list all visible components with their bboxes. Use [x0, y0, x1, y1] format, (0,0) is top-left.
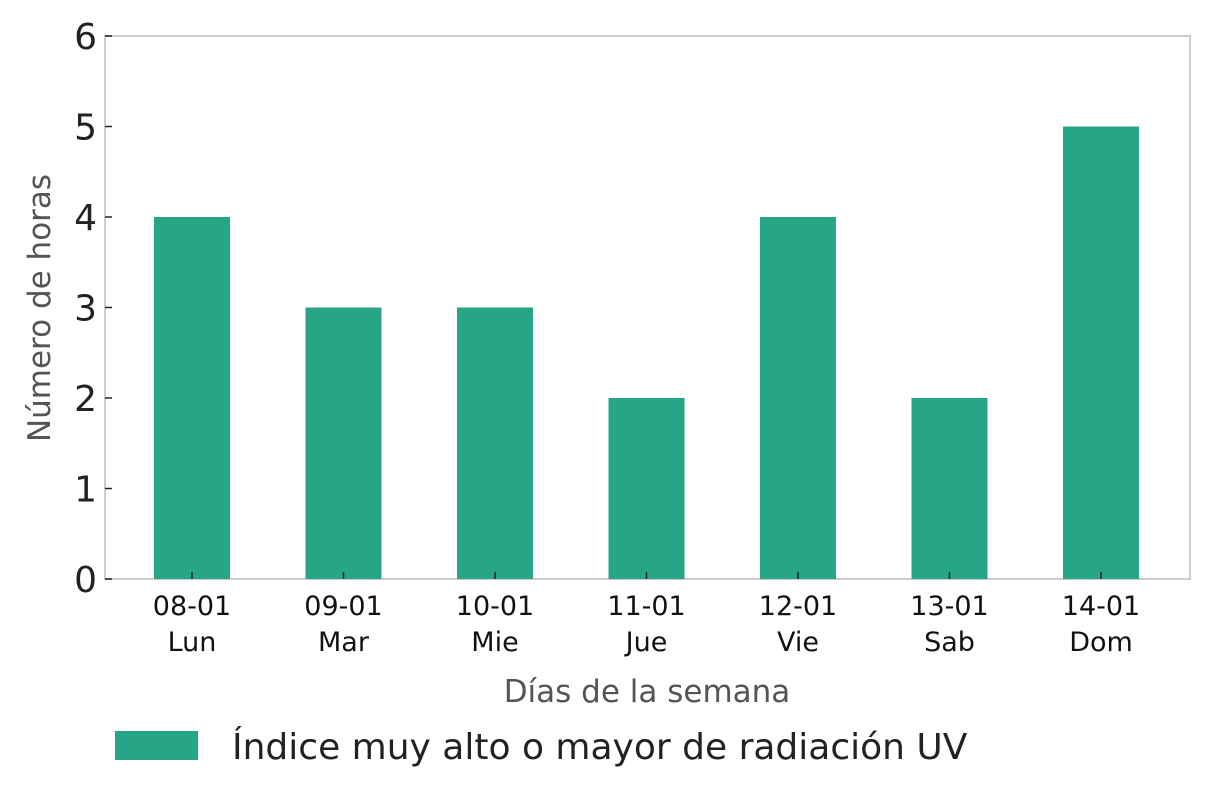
- legend-label: Índice muy alto o mayor de radiación UV: [232, 726, 968, 768]
- x-tick-label-date: 10-01: [456, 591, 534, 622]
- x-axis: 08-01 Lun 09-01 Mar 10-01 Mie 11-01 Jue 12-01 Vie…: [153, 572, 1140, 658]
- x-tick-label-day: Lun: [168, 627, 217, 658]
- x-tick-label-date: 11-01: [607, 591, 685, 622]
- x-tick-label-date: 09-01: [304, 591, 382, 622]
- x-tick-label-date: 13-01: [910, 591, 988, 622]
- x-tick-label-day: Sab: [924, 627, 975, 658]
- x-tick-label-date: 08-01: [153, 591, 231, 622]
- bar-lun: [154, 217, 230, 579]
- bar-sab: [911, 398, 988, 579]
- x-tick-label-date: 12-01: [759, 591, 837, 622]
- y-tick-label: 1: [74, 470, 97, 511]
- y-tick-label: 5: [74, 108, 97, 149]
- x-tick-label-date: 14-01: [1062, 591, 1140, 622]
- legend-swatch: [115, 731, 198, 760]
- x-tick-label-day: Mie: [471, 627, 518, 658]
- y-axis-title: Número de horas: [22, 174, 58, 442]
- legend: Índice muy alto o mayor de radiación UV: [115, 726, 968, 768]
- bars-group: [154, 126, 1139, 579]
- x-tick-label-day: Vie: [777, 627, 819, 658]
- bar-mar: [305, 307, 382, 579]
- y-tick-label: 4: [74, 198, 97, 239]
- y-tick-label: 6: [74, 17, 97, 58]
- bar-dom: [1063, 126, 1139, 579]
- y-axis: 0 1 2 3 4 5 6: [74, 17, 112, 601]
- bar-mie: [457, 307, 533, 579]
- x-tick-label-day: Mar: [318, 627, 370, 658]
- y-tick-label: 0: [74, 560, 97, 601]
- bar-vie: [760, 217, 836, 579]
- x-tick-label-day: Jue: [624, 627, 668, 658]
- bar-jue: [608, 398, 685, 579]
- y-tick-label: 3: [74, 289, 97, 330]
- x-axis-title: Días de la semana: [504, 674, 791, 710]
- x-tick-label-day: Dom: [1069, 627, 1133, 658]
- y-tick-label: 2: [74, 379, 97, 420]
